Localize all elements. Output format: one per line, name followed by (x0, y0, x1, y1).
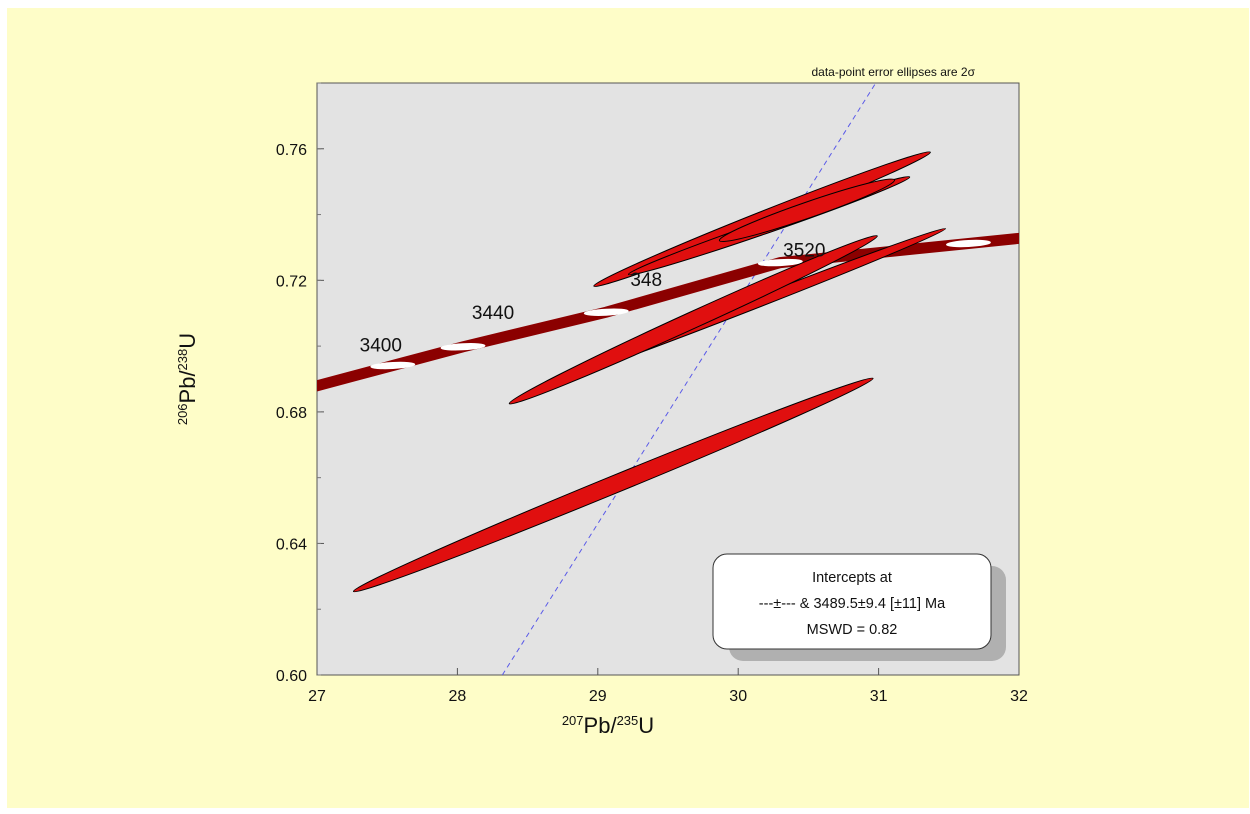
y-axis-title: 206Pb/238U (175, 333, 200, 425)
age-markers (370, 239, 991, 370)
error-ellipse (718, 178, 896, 243)
y-tick-label: 0.60 (276, 668, 307, 685)
mswd-value: MSWD = 0.82 (807, 622, 898, 638)
error-ellipse-note: data-point error ellipses are 2σ (812, 65, 976, 79)
intercepts-value: ---±--- & 3489.5±9.4 [±11] Ma (759, 596, 946, 612)
y-ticks: 0.60 0.64 0.68 0.72 0.76 (276, 82, 324, 685)
age-marker (370, 361, 416, 370)
x-axis-title: 207Pb/235U (562, 713, 654, 738)
concordia-chart: 0.600.640.680.720.76 27 28 29 30 31 32 340034… (175, 65, 1028, 738)
age-marker (583, 308, 629, 316)
age-label: 3440 (472, 303, 514, 324)
x-ticks: 27 28 29 30 31 32 (308, 668, 1028, 705)
x-tick-label: 28 (449, 688, 467, 705)
error-ellipse (352, 377, 874, 593)
x-tick-label: 30 (729, 688, 747, 705)
age-label: 3400 (360, 336, 402, 357)
intercepts-box: Intercepts at ---±--- & 3489.5±9.4 [±11]… (712, 553, 1006, 661)
age-marker (440, 343, 486, 351)
error-ellipse (508, 235, 878, 405)
x-tick-label: 32 (1010, 688, 1028, 705)
y-tick-label: 0.68 (276, 405, 307, 422)
age-label: 3520 (783, 241, 825, 262)
age-marker (757, 258, 803, 267)
intercepts-title: Intercepts at (812, 570, 892, 586)
chart-canvas: 0.60 0.64 0.68 0.72 0.76 27 28 29 30 31 32 3400 34… (7, 8, 1249, 808)
x-tick-label: 31 (870, 688, 888, 705)
age-marker (945, 239, 991, 248)
age-label: 348 (630, 270, 662, 291)
y-tick-label: 0.72 (276, 273, 307, 290)
x-tick-label: 29 (589, 688, 607, 705)
error-ellipses (352, 151, 947, 593)
x-tick-label: 27 (308, 688, 326, 705)
age-labels: 3400 3440 348 3520 (360, 241, 826, 357)
y-tick-label: 0.64 (276, 536, 307, 553)
y-tick-label: 0.76 (276, 142, 307, 159)
